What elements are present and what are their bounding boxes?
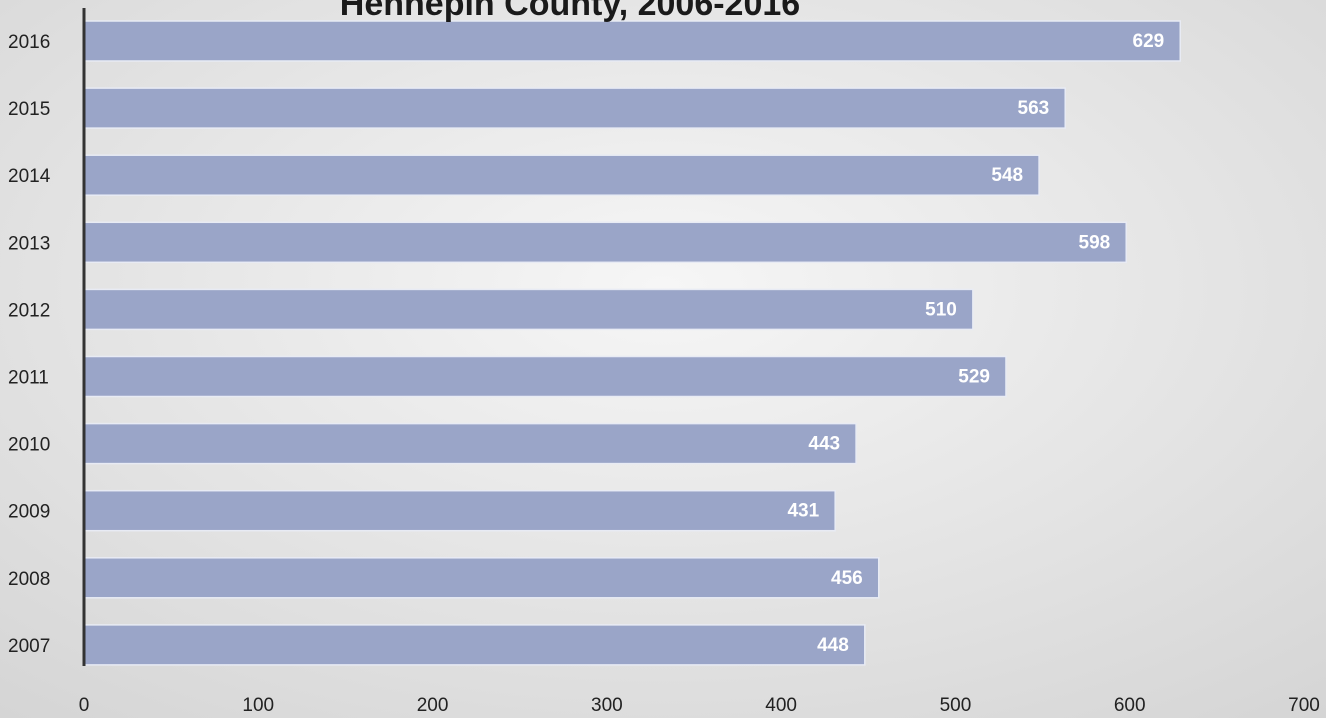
y-tick-label: 2011	[8, 368, 49, 389]
y-tick-label: 2008	[8, 569, 50, 590]
x-tick-label: 200	[417, 695, 449, 716]
x-tick-label: 300	[591, 695, 623, 716]
data-label: 510	[925, 299, 957, 320]
data-label: 548	[991, 165, 1023, 186]
y-tick-label: 2014	[8, 166, 51, 187]
data-label: 431	[787, 501, 819, 522]
bar	[83, 624, 866, 666]
y-tick-label: 2016	[8, 32, 50, 53]
data-label: 456	[831, 568, 863, 589]
data-label: 448	[817, 635, 849, 656]
y-tick-label: 2009	[8, 502, 50, 523]
x-tick-label: 400	[765, 695, 797, 716]
bar	[83, 489, 836, 532]
data-label: 598	[1079, 232, 1111, 253]
data-label: 529	[958, 367, 990, 388]
x-tick-label: 0	[79, 695, 90, 716]
x-tick-label: 600	[1114, 695, 1146, 716]
data-label: 443	[808, 434, 840, 455]
y-tick-label: 2013	[8, 233, 50, 254]
bar	[83, 557, 880, 599]
bar	[83, 422, 857, 465]
x-tick-label: 700	[1288, 695, 1320, 716]
bar	[83, 87, 1066, 129]
bar	[83, 355, 1007, 398]
y-tick-label: 2010	[8, 435, 50, 456]
y-tick-label: 2012	[8, 300, 50, 321]
bar	[83, 288, 974, 331]
x-tick-label: 100	[242, 695, 274, 716]
bar	[83, 154, 1040, 196]
data-label: 563	[1018, 98, 1050, 119]
y-tick-label: 2007	[8, 636, 50, 657]
bar	[83, 20, 1182, 62]
y-tick-label: 2015	[8, 99, 50, 120]
data-label: 629	[1133, 31, 1165, 52]
x-tick-label: 500	[940, 695, 972, 716]
chart-title: Hennepin County, 2006-2016	[340, 0, 800, 23]
bar	[83, 221, 1127, 264]
